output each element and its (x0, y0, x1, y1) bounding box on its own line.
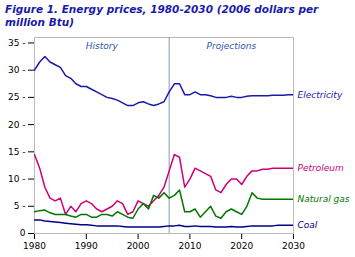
svg-text:History: History (86, 41, 119, 51)
svg-text:2010: 2010 (178, 241, 201, 251)
svg-text:2030: 2030 (282, 241, 305, 251)
svg-text:20 -: 20 - (8, 119, 26, 129)
svg-text:0: 0 (20, 228, 26, 238)
svg-text:25 -: 25 - (8, 92, 26, 102)
svg-text:Petroleum: Petroleum (298, 163, 344, 173)
svg-text:35 -: 35 - (8, 38, 26, 48)
svg-text:10 -: 10 - (8, 174, 26, 184)
svg-text:Electricity: Electricity (298, 90, 343, 100)
svg-text:30 -: 30 - (8, 65, 26, 75)
svg-text:2000: 2000 (127, 241, 150, 251)
svg-text:15 -: 15 - (8, 147, 26, 157)
svg-text:Coal: Coal (298, 220, 318, 230)
svg-text:Projections: Projections (207, 41, 257, 51)
svg-text:1980: 1980 (23, 241, 46, 251)
svg-text:2020: 2020 (230, 241, 253, 251)
html-text:Figure 1. Energy prices, 1980-: Figure 1. Energy prices, 1980-2030 (2006… (5, 3, 319, 15)
html-text:million Btu): million Btu) (5, 16, 74, 28)
svg-text:Natural gas: Natural gas (298, 194, 350, 204)
svg-text:1990: 1990 (75, 241, 98, 251)
svg-text:5 -: 5 - (14, 201, 26, 211)
